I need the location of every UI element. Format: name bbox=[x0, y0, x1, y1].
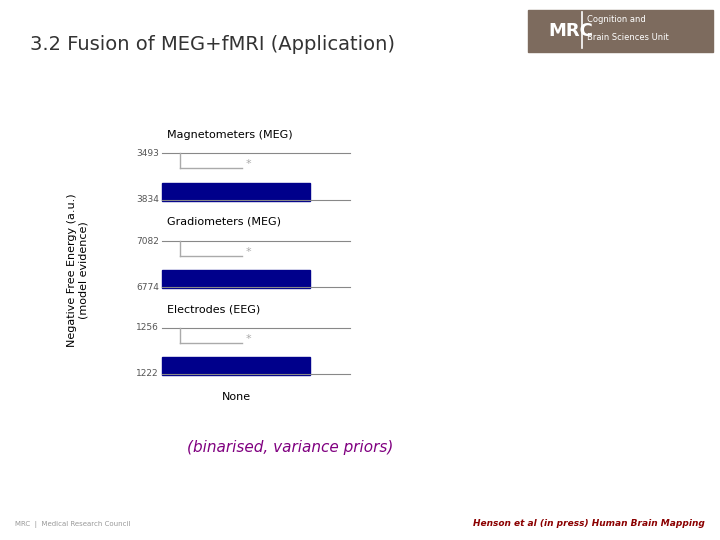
Text: Cognition and: Cognition and bbox=[587, 15, 646, 24]
Text: (binarised, variance priors): (binarised, variance priors) bbox=[186, 440, 393, 455]
Text: Electrodes (EEG): Electrodes (EEG) bbox=[167, 305, 260, 315]
Text: 6774: 6774 bbox=[136, 282, 159, 292]
Text: Brain Sciences Unit: Brain Sciences Unit bbox=[587, 32, 669, 42]
Text: *: * bbox=[246, 334, 251, 344]
Bar bbox=[162, 270, 310, 288]
Text: MRC: MRC bbox=[548, 22, 593, 40]
Text: None: None bbox=[222, 392, 251, 402]
Bar bbox=[528, 10, 713, 52]
Text: Gradiometers (MEG): Gradiometers (MEG) bbox=[167, 217, 281, 227]
Text: 7082: 7082 bbox=[136, 237, 159, 246]
Text: 3493: 3493 bbox=[136, 148, 159, 158]
Text: MRC  |  Medical Research Council: MRC | Medical Research Council bbox=[15, 521, 130, 528]
Text: 1256: 1256 bbox=[136, 323, 159, 333]
Text: *: * bbox=[246, 247, 251, 257]
Text: (model evidence): (model evidence) bbox=[78, 221, 88, 319]
Text: 3.2 Fusion of MEG+fMRI (Application): 3.2 Fusion of MEG+fMRI (Application) bbox=[30, 35, 395, 54]
Text: 3834: 3834 bbox=[136, 195, 159, 205]
Bar bbox=[162, 183, 310, 201]
Text: Magnetometers (MEG): Magnetometers (MEG) bbox=[167, 130, 292, 140]
Text: *: * bbox=[246, 159, 251, 169]
Text: Henson et al (in press) Human Brain Mapping: Henson et al (in press) Human Brain Mapp… bbox=[473, 519, 705, 528]
Bar bbox=[162, 357, 310, 375]
Text: Negative Free Energy (a.u.): Negative Free Energy (a.u.) bbox=[67, 193, 77, 347]
Text: 1222: 1222 bbox=[136, 369, 159, 379]
